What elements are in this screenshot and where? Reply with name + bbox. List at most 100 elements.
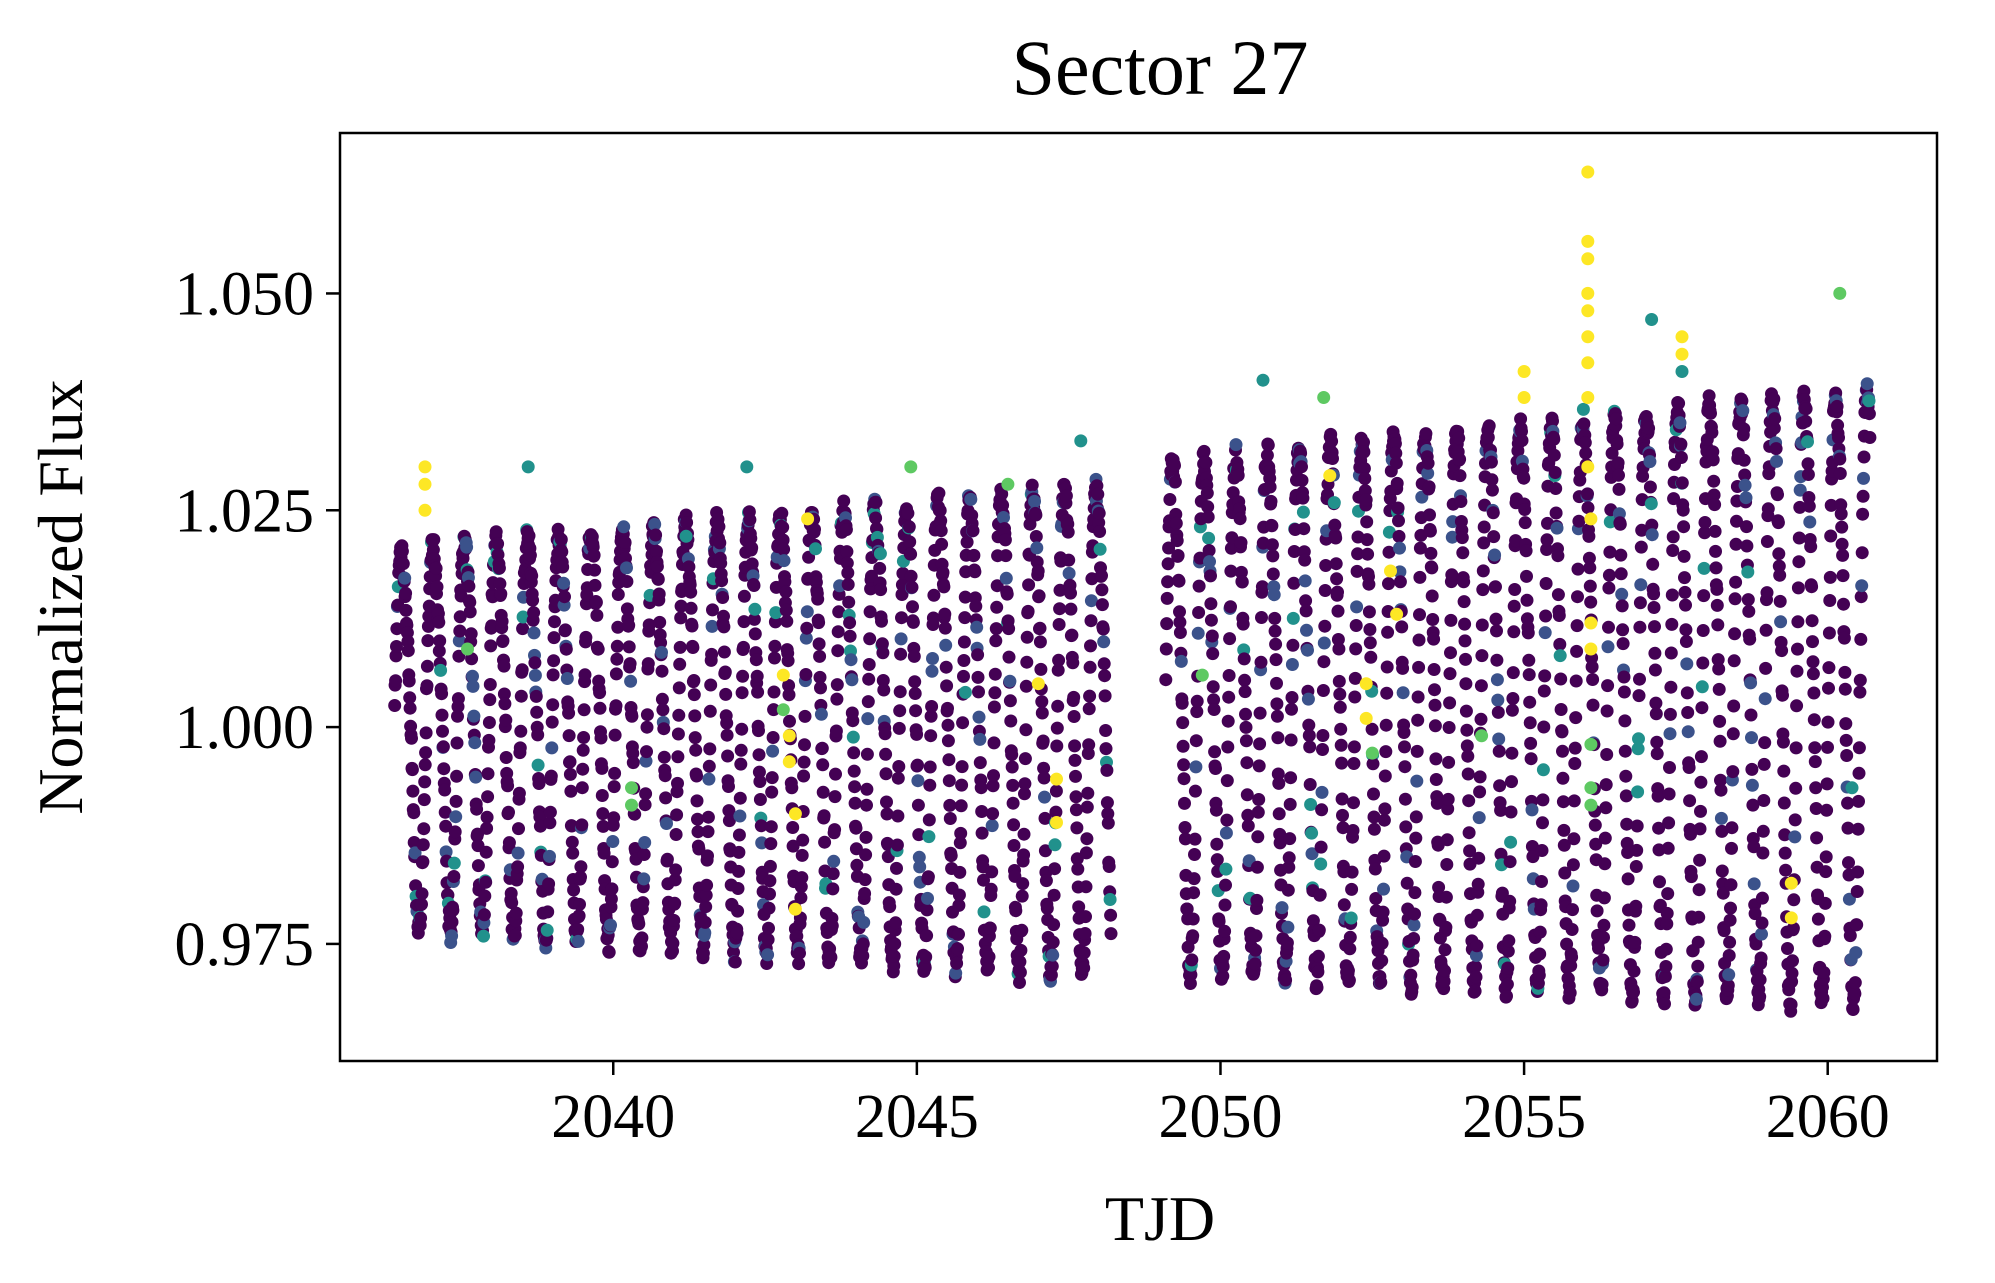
data-point-1010 bbox=[848, 780, 862, 794]
data-point-1009 bbox=[847, 764, 861, 778]
data-point-2371 bbox=[1522, 653, 1536, 667]
data-point-2123 bbox=[1409, 831, 1423, 845]
data-point-2983 bbox=[1801, 435, 1814, 449]
data-point-627 bbox=[673, 640, 687, 654]
data-point-2567 bbox=[1611, 456, 1625, 470]
data-point-2634 bbox=[1642, 421, 1656, 435]
data-point-244 bbox=[499, 713, 513, 727]
data-point-2401 bbox=[1536, 816, 1549, 830]
data-point-2931 bbox=[1777, 764, 1791, 778]
data-point-201 bbox=[479, 845, 493, 859]
data-point-2444 bbox=[1555, 725, 1569, 739]
data-point-1956 bbox=[1333, 687, 1347, 701]
outlier-point-48 bbox=[1584, 737, 1598, 751]
data-point-1219 bbox=[943, 798, 957, 812]
data-point-126 bbox=[445, 915, 459, 929]
data-point-3026 bbox=[1820, 777, 1834, 791]
data-point-1004 bbox=[845, 673, 859, 687]
data-point-387 bbox=[564, 784, 578, 798]
data-point-2238 bbox=[1461, 767, 1475, 781]
data-point-687 bbox=[701, 849, 714, 863]
data-point-2088 bbox=[1393, 565, 1407, 579]
data-point-1849 bbox=[1284, 733, 1298, 747]
data-point-1341 bbox=[998, 533, 1012, 547]
data-point-1385 bbox=[1018, 752, 1032, 766]
data-point-200 bbox=[479, 875, 493, 889]
data-point-418 bbox=[578, 668, 592, 682]
data-point-825 bbox=[763, 859, 777, 873]
data-point-408 bbox=[574, 870, 587, 884]
data-point-438 bbox=[587, 548, 601, 562]
outlier-point-27 bbox=[1323, 469, 1337, 483]
data-point-577 bbox=[650, 560, 664, 573]
data-point-1141 bbox=[907, 649, 921, 663]
data-point-962 bbox=[826, 882, 840, 896]
data-point-1002 bbox=[844, 653, 858, 667]
data-point-899 bbox=[797, 755, 811, 769]
data-point-2889 bbox=[1758, 736, 1772, 750]
data-point-1638 bbox=[1188, 832, 1202, 846]
data-point-2675 bbox=[1660, 906, 1674, 920]
data-point-724 bbox=[717, 645, 731, 659]
data-point-1236 bbox=[951, 942, 964, 956]
data-point-2820 bbox=[1726, 727, 1740, 741]
data-point-835 bbox=[768, 639, 782, 653]
data-point-2015 bbox=[1360, 515, 1374, 529]
data-point-1921 bbox=[1317, 655, 1331, 669]
data-point-2262 bbox=[1472, 811, 1486, 825]
data-point-1610 bbox=[1175, 696, 1189, 710]
data-point-2080 bbox=[1389, 456, 1403, 470]
data-point-42 bbox=[407, 806, 421, 820]
data-point-2301 bbox=[1490, 653, 1504, 667]
data-point-2999 bbox=[1808, 741, 1822, 755]
data-point-1179 bbox=[925, 700, 939, 713]
data-point-999 bbox=[843, 616, 857, 630]
outlier-point-39 bbox=[1581, 286, 1595, 300]
data-point-2061 bbox=[1381, 625, 1395, 639]
data-point-2846 bbox=[1738, 478, 1752, 492]
data-point-615 bbox=[668, 896, 682, 910]
data-point-2282 bbox=[1481, 430, 1495, 444]
data-point-2706 bbox=[1674, 451, 1688, 464]
data-point-803 bbox=[753, 793, 767, 806]
data-point-1448 bbox=[1047, 888, 1061, 902]
data-point-1008 bbox=[847, 746, 861, 760]
data-point-169 bbox=[465, 652, 479, 666]
data-point-1799 bbox=[1261, 438, 1275, 452]
data-point-2340 bbox=[1508, 583, 1522, 596]
data-point-1617 bbox=[1178, 832, 1192, 846]
data-point-1484 bbox=[1064, 586, 1077, 600]
data-point-1428 bbox=[1038, 811, 1052, 825]
data-point-2086 bbox=[1392, 529, 1406, 543]
data-point-2868 bbox=[1748, 907, 1762, 921]
data-point-2094 bbox=[1396, 661, 1410, 675]
data-point-1133 bbox=[904, 547, 918, 561]
data-point-2521 bbox=[1590, 904, 1604, 918]
data-point-1752 bbox=[1240, 756, 1254, 770]
data-point-2378 bbox=[1525, 803, 1539, 817]
data-point-1605 bbox=[1173, 615, 1187, 629]
data-point-1524 bbox=[1082, 738, 1096, 752]
data-point-1479 bbox=[1061, 525, 1075, 539]
data-point-2156 bbox=[1424, 546, 1438, 560]
data-point-344 bbox=[544, 769, 558, 783]
data-point-1612 bbox=[1176, 739, 1190, 753]
data-point-1378 bbox=[1015, 889, 1029, 903]
data-point-2133 bbox=[1413, 541, 1427, 555]
data-point-2024 bbox=[1364, 650, 1378, 664]
data-point-1906 bbox=[1310, 981, 1324, 995]
data-point-2267 bbox=[1474, 679, 1488, 693]
data-point-624 bbox=[672, 708, 686, 722]
data-point-1749 bbox=[1239, 707, 1252, 721]
outlier-point-34 bbox=[1517, 365, 1531, 378]
data-point-1559 bbox=[1098, 669, 1112, 683]
data-point-2658 bbox=[1653, 875, 1666, 889]
data-point-2337 bbox=[1506, 666, 1520, 680]
data-point-74 bbox=[421, 619, 435, 633]
data-point-3022 bbox=[1818, 896, 1832, 910]
data-point-335 bbox=[540, 923, 554, 937]
data-point-1575 bbox=[1159, 642, 1173, 656]
data-point-1360 bbox=[1007, 839, 1021, 852]
data-point-850 bbox=[775, 506, 789, 520]
data-point-3032 bbox=[1823, 594, 1837, 607]
